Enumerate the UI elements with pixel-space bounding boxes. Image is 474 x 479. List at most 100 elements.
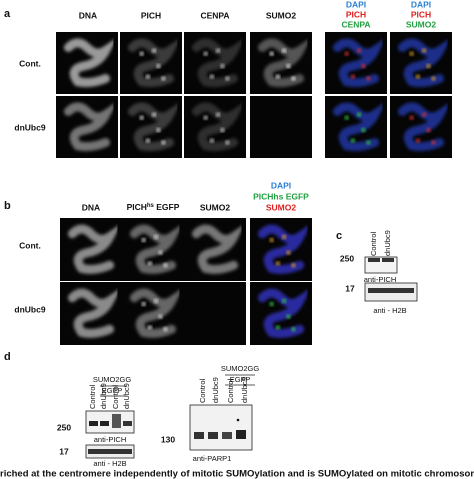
chromatin <box>129 223 184 274</box>
signal-spot <box>209 74 214 79</box>
caption: riched at the centromere independently o… <box>0 469 474 479</box>
merge-header: SUMO2 <box>406 19 437 29</box>
signal-spot <box>426 128 431 133</box>
lane-label: dnUbc9 <box>122 383 131 409</box>
chromatin <box>332 101 387 152</box>
band <box>194 432 204 439</box>
merge-header: CENPA <box>341 19 370 29</box>
panel-label: d <box>4 351 11 363</box>
signal-spot <box>220 64 225 69</box>
chromatin <box>191 37 246 88</box>
marker: 250 <box>340 253 354 263</box>
signal-spot <box>225 76 230 81</box>
signal-spot <box>163 263 168 268</box>
row-label: Cont. <box>19 240 41 250</box>
merge-header: DAPI <box>411 0 431 9</box>
chromatin <box>257 287 312 338</box>
band <box>208 432 218 439</box>
signal-spot <box>161 140 166 145</box>
signal-spot <box>158 250 163 255</box>
column-header: PICH <box>141 10 161 20</box>
chromatin <box>397 37 452 88</box>
signal-spot <box>147 261 152 266</box>
chromatin <box>191 223 246 274</box>
marker: 130 <box>161 434 175 444</box>
chromatin <box>127 37 182 88</box>
signal-spot <box>269 51 274 56</box>
signal-spot <box>350 74 355 79</box>
lane-label: Control <box>369 231 378 256</box>
signal-spot <box>203 51 208 56</box>
signal-spot <box>282 234 287 239</box>
band <box>88 449 132 454</box>
group-label: SUMO2GG <box>93 375 132 384</box>
signal-spot <box>154 298 159 303</box>
merge-header: PICHhs EGFP <box>253 191 309 201</box>
chromatin <box>257 37 312 88</box>
chromatin <box>397 101 452 152</box>
column-header: CENPA <box>200 10 229 20</box>
signal-spot <box>154 234 159 239</box>
signal-spot <box>422 112 427 117</box>
asterisk <box>236 418 240 422</box>
lane-label: dnUbc9 <box>211 377 220 403</box>
micrograph <box>184 282 246 345</box>
signal-spot <box>282 48 287 53</box>
band <box>123 421 132 426</box>
row-label: Cont. <box>19 58 41 68</box>
signal-spot <box>409 51 414 56</box>
signal-spot <box>141 302 146 307</box>
band <box>368 288 414 293</box>
column-header: PICHhs EGFP <box>127 202 180 212</box>
marker: 17 <box>345 283 355 293</box>
signal-spot <box>275 261 280 266</box>
column-header: DNA <box>82 202 100 212</box>
signal-spot <box>361 128 366 133</box>
signal-spot <box>145 138 150 143</box>
signal-spot <box>415 138 420 143</box>
signal-spot <box>152 112 157 117</box>
signal-spot <box>366 76 371 81</box>
merge-header: SUMO2 <box>266 202 297 212</box>
lane-label: dnUbc9 <box>99 383 108 409</box>
signal-spot <box>220 128 225 133</box>
row-label: dnUbc9 <box>14 122 45 132</box>
blot-label: anti - H2B <box>93 459 126 468</box>
header-part: PICH <box>127 202 147 212</box>
band <box>100 421 109 426</box>
lane-label: Control <box>226 378 235 403</box>
signal-spot <box>216 112 221 117</box>
band <box>368 258 380 262</box>
signal-spot <box>291 263 296 268</box>
panel-label: a <box>4 8 11 20</box>
signal-spot <box>357 112 362 117</box>
signal-spot <box>431 140 436 145</box>
signal-spot <box>291 76 296 81</box>
blot <box>189 404 253 451</box>
blot-label: anti-PICH <box>94 435 127 444</box>
chromatin <box>63 101 118 152</box>
lane-label: dnUbc9 <box>383 230 392 256</box>
header-part: EGFP <box>154 202 180 212</box>
merge-header: DAPI <box>271 180 291 190</box>
signal-spot <box>163 327 168 332</box>
signal-spot <box>286 64 291 69</box>
group-label: SUMO2GG <box>221 364 260 373</box>
chromatin <box>191 101 246 152</box>
signal-spot <box>282 298 287 303</box>
lane-label: Control <box>88 384 97 409</box>
column-header: DNA <box>79 10 97 20</box>
signal-spot <box>145 74 150 79</box>
chromatin <box>129 287 184 338</box>
signal-spot <box>139 51 144 56</box>
micrographs <box>56 32 452 345</box>
band <box>89 421 98 426</box>
signal-spot <box>147 325 152 330</box>
signal-spot <box>225 140 230 145</box>
signal-spot <box>350 138 355 143</box>
band <box>222 432 232 439</box>
merge-header: DAPI <box>346 0 366 9</box>
panel-label: b <box>4 200 11 212</box>
signal-spot <box>431 76 436 81</box>
